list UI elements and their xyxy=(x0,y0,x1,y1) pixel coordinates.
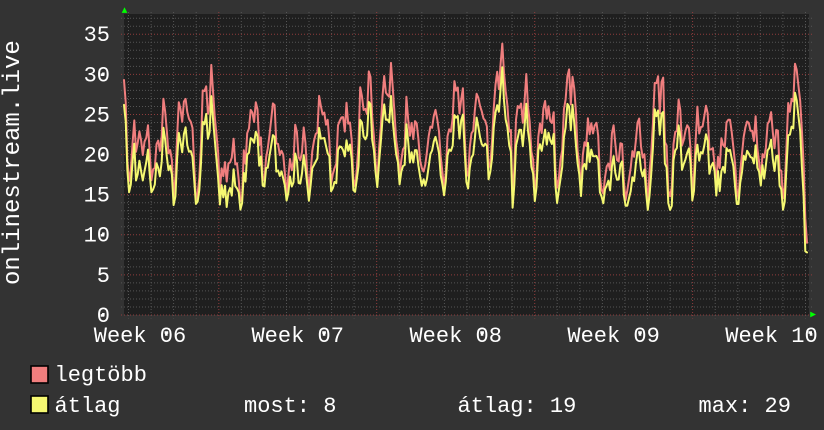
svg-text:átlag: átlag xyxy=(55,394,121,419)
svg-text:5: 5 xyxy=(97,264,110,289)
svg-text:max: 29: max: 29 xyxy=(699,394,791,419)
svg-text:Week 06: Week 06 xyxy=(94,324,186,349)
svg-text:Week 07: Week 07 xyxy=(251,324,343,349)
svg-text:30: 30 xyxy=(84,63,110,88)
svg-text:legtöbb: legtöbb xyxy=(55,363,147,388)
svg-text:20: 20 xyxy=(84,144,110,169)
svg-text:onlinestream.live: onlinestream.live xyxy=(0,40,27,285)
svg-text:Week 08: Week 08 xyxy=(409,324,501,349)
svg-text:most: 8: most: 8 xyxy=(244,394,336,419)
svg-text:Week 10: Week 10 xyxy=(725,324,817,349)
svg-text:15: 15 xyxy=(84,184,110,209)
svg-text:25: 25 xyxy=(84,103,110,128)
svg-text:35: 35 xyxy=(84,23,110,48)
svg-text:átlag: 19: átlag: 19 xyxy=(458,394,577,419)
svg-text:10: 10 xyxy=(84,224,110,249)
svg-text:Week 09: Week 09 xyxy=(567,324,659,349)
